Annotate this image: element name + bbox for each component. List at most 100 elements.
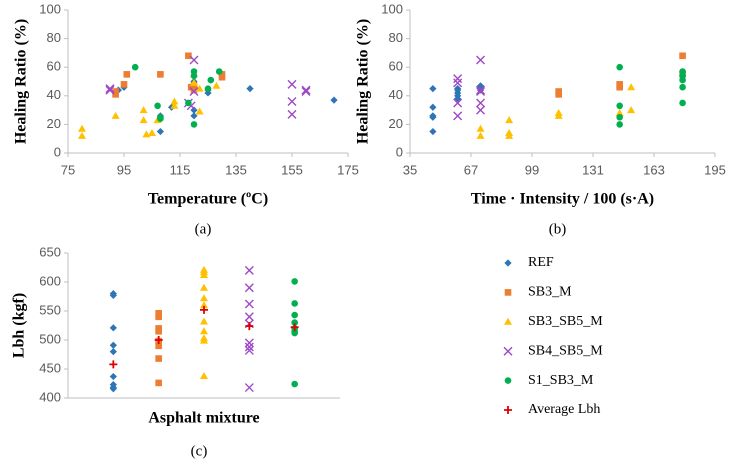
point [616, 113, 623, 121]
point [189, 87, 199, 97]
point [170, 101, 179, 109]
x-tick-label: 131 [582, 162, 604, 177]
point [157, 71, 164, 78]
point [453, 78, 463, 88]
point [190, 106, 198, 114]
point [78, 124, 86, 132]
caption: (a) [195, 221, 212, 237]
point [139, 106, 148, 114]
point [200, 283, 208, 291]
point [218, 71, 226, 78]
point [454, 86, 462, 94]
point [290, 323, 299, 332]
legend-label: SB3_SB5_M [528, 314, 603, 329]
y-tick-label: 550 [39, 302, 61, 317]
point [244, 383, 254, 393]
point [291, 329, 298, 337]
point [112, 88, 119, 95]
y-tick-label: 100 [39, 1, 61, 16]
point [200, 371, 208, 379]
legend-marker [504, 317, 512, 325]
point [287, 97, 297, 107]
point [109, 360, 118, 369]
legend-label: Average Lbh [528, 402, 600, 417]
y-tick-label: 60 [47, 59, 61, 74]
point [200, 336, 208, 344]
point [105, 85, 115, 95]
y-tick-label: 40 [389, 87, 403, 102]
point [105, 84, 115, 94]
x-tick-label: 175 [337, 162, 359, 177]
point [212, 81, 221, 89]
point [287, 79, 297, 89]
legend-marker [504, 406, 512, 414]
y-tick-label: 450 [39, 360, 61, 375]
point [627, 106, 636, 114]
legend-label: SB3_M [528, 285, 572, 300]
x-tick-label: 75 [61, 162, 75, 177]
point [291, 380, 298, 388]
point [476, 105, 486, 115]
point [245, 322, 254, 331]
point [200, 317, 208, 325]
point [429, 103, 437, 111]
point [244, 345, 254, 355]
point [109, 341, 117, 349]
point [123, 71, 131, 78]
point [204, 85, 212, 92]
point [185, 99, 192, 107]
point [189, 55, 199, 65]
point [246, 85, 254, 93]
point [244, 283, 254, 293]
point [429, 127, 437, 136]
point [291, 319, 298, 326]
point [190, 72, 198, 80]
y-tick-label: 650 [39, 244, 61, 259]
x-tick-label: 115 [170, 162, 191, 177]
point [453, 111, 463, 121]
point [454, 92, 462, 100]
y-tick-label: 0 [54, 144, 61, 159]
point [215, 68, 223, 75]
point [200, 327, 208, 335]
x-tick-label: 155 [281, 162, 303, 177]
point [190, 112, 198, 120]
point [109, 385, 117, 393]
y-tick-label: 80 [47, 30, 61, 45]
point [78, 131, 86, 139]
point [155, 313, 162, 321]
point [185, 52, 192, 60]
point [244, 338, 254, 348]
y-axis-title: Lbh (kgf) [11, 293, 28, 358]
y-tick-label: 20 [389, 116, 403, 131]
point [244, 265, 254, 275]
point [109, 291, 117, 299]
point [109, 348, 117, 356]
point [200, 301, 208, 309]
point [291, 300, 298, 307]
point [200, 305, 208, 314]
point [453, 74, 463, 84]
legend-marker [504, 289, 512, 296]
point [301, 87, 311, 97]
point [627, 83, 636, 91]
point [155, 328, 162, 335]
point [505, 116, 514, 124]
x-axis-title: Time · Intensity / 100 (s·A) [471, 191, 654, 208]
point [615, 108, 624, 116]
point [195, 84, 204, 92]
point [157, 115, 164, 122]
y-tick-label: 20 [47, 116, 61, 131]
point [190, 121, 198, 128]
legend-label: REF [528, 255, 554, 270]
point [200, 271, 208, 279]
point [156, 127, 164, 136]
point [139, 116, 148, 124]
x-tick-label: 135 [225, 162, 247, 177]
point [616, 63, 623, 71]
point [291, 311, 298, 319]
legend-label: SB4_SB5_M [528, 343, 603, 358]
y-tick-label: 400 [39, 389, 61, 404]
point [154, 336, 163, 344]
